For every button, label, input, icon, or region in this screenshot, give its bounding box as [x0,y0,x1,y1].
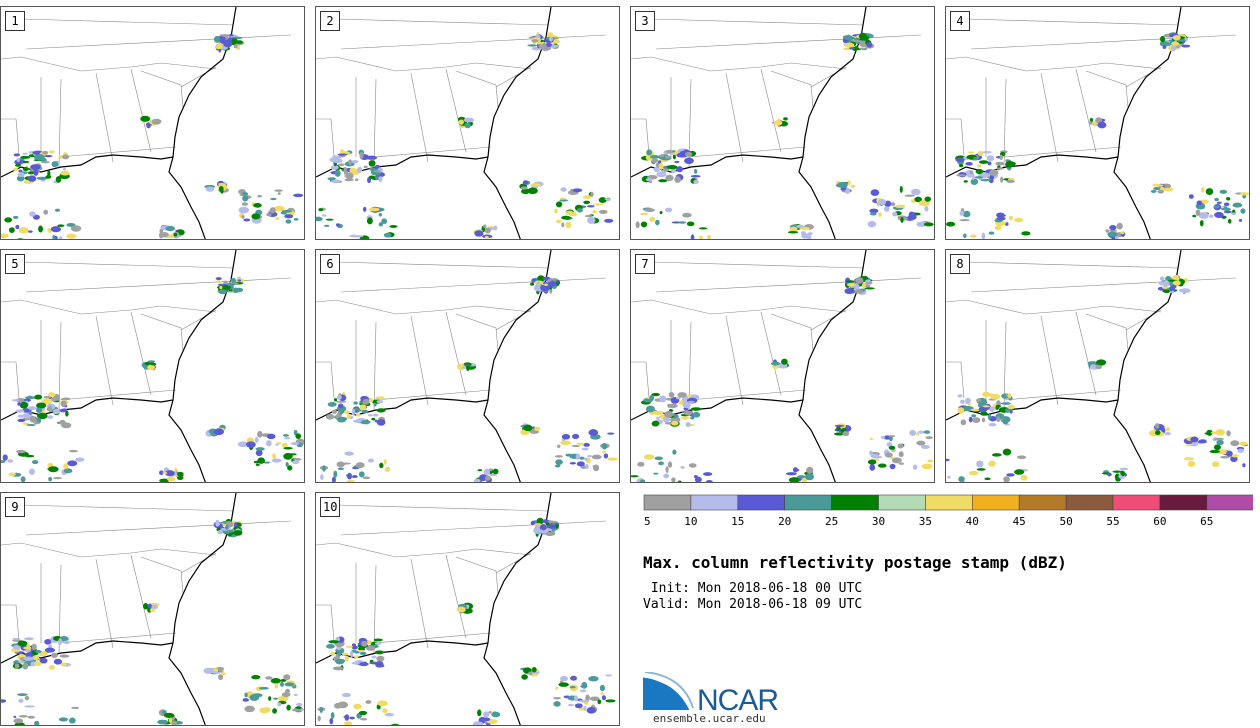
coastline [631,250,867,482]
state-boundaries [1,18,292,168]
state-boundaries [946,261,1237,411]
colorbar-tick-label: 30 [872,515,885,528]
ensemble-member-number: 6 [320,254,340,274]
colorbar-swatch [784,494,832,511]
state-boundaries [316,504,607,654]
colorbar-tick-label: 5 [644,515,651,528]
reflectivity-map [316,493,616,725]
colorbar-tick-label: 65 [1200,515,1213,528]
state-boundaries [1,504,292,654]
colorbar-swatch [1159,494,1208,511]
colorbar-tick-label: 35 [919,515,932,528]
colorbar-swatch [1206,494,1253,511]
state-boundaries [631,261,922,411]
logo-url: ensemble.ucar.edu [653,712,766,725]
coastline [316,7,552,239]
colorbar-swatch [643,494,692,511]
state-boundaries [1,261,292,411]
chart-title: Max. column reflectivity postage stamp (… [643,553,1067,572]
init-time: Init: Mon 2018-06-18 00 UTC [643,581,863,596]
reflectivity-map [1,250,304,482]
colorbar-swatch [1018,494,1067,511]
state-boundaries [631,18,922,168]
colorbar-tick-label: 55 [1106,515,1119,528]
reflectivity-map [946,7,1249,239]
ensemble-member-number: 5 [5,254,25,274]
colorbar-swatch [831,494,879,511]
ensemble-member-number: 7 [635,254,655,274]
map-panel-7: 7 [630,249,935,483]
coastline [1,250,237,482]
colorbar-swatch [1065,494,1114,511]
coastline [316,250,552,482]
colorbar-tick-label: 45 [1013,515,1026,528]
reflectivity-map [631,250,934,482]
radar-echoes [631,275,934,482]
ensemble-member-number: 8 [950,254,970,274]
reflectivity-map [1,7,304,239]
colorbar-swatch [925,494,973,511]
colorbar-tick-label: 25 [825,515,838,528]
coastline [946,7,1182,239]
map-panel-4: 4 [945,6,1250,240]
colorbar-swatch [1112,494,1161,511]
reflectivity-colorbar: 5 10 15 20 25 30 35 40 45 50 55 60 65 [643,494,1253,528]
state-boundaries [946,18,1237,168]
colorbar-tick-label: 10 [684,515,697,528]
colorbar-tick-label: 40 [966,515,979,528]
reflectivity-map [316,250,618,482]
reflectivity-map [946,250,1248,482]
map-panel-6: 6 [315,249,620,483]
radar-echoes [1,518,304,725]
colorbar-tick-label: 50 [1059,515,1072,528]
ncar-logo: NCAR [643,672,779,712]
ncar-logo-text: NCAR [697,684,778,712]
map-panel-8: 8 [945,249,1250,483]
map-panel-10: 10 [315,492,620,726]
reflectivity-map [316,7,614,239]
map-panel-9: 9 [0,492,305,726]
coastline [1,7,237,239]
ensemble-member-number: 1 [5,11,25,31]
map-panel-5: 5 [0,249,305,483]
colorbar-tick-label: 20 [778,515,791,528]
ensemble-member-number: 3 [635,11,655,31]
radar-echoes [316,31,614,239]
radar-echoes [1,34,304,239]
ensemble-member-number: 4 [950,11,970,31]
radar-echoes [317,517,616,725]
colorbar-swatch [690,494,739,511]
colorbar-tick-label: 60 [1153,515,1166,528]
radar-echoes [319,275,618,482]
colorbar-swatch [737,494,786,511]
map-panel-2: 2 [315,6,620,240]
reflectivity-map [1,493,304,725]
ensemble-member-number: 10 [320,497,341,517]
coastline [631,7,867,239]
map-panel-1: 1 [0,6,305,240]
coastline [316,493,552,725]
radar-echoes [946,274,1248,482]
ensemble-member-number: 9 [5,497,25,517]
state-boundaries [316,261,607,411]
coastline [946,250,1182,482]
valid-time: Valid: Mon 2018-06-18 09 UTC [643,597,863,612]
colorbar-swatch [971,494,1020,511]
colorbar-swatch [878,494,926,511]
reflectivity-map [631,7,934,239]
radar-echoes [1,276,304,482]
radar-echoes [946,32,1249,239]
ensemble-member-number: 2 [320,11,340,31]
coastline [1,493,237,725]
radar-echoes [635,32,934,239]
map-panel-3: 3 [630,6,935,240]
state-boundaries [316,18,607,168]
colorbar-tick-label: 15 [731,515,744,528]
